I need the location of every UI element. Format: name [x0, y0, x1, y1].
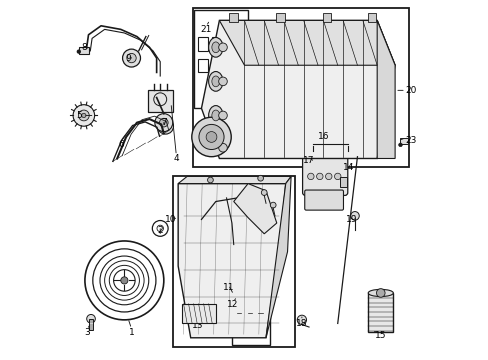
Text: 23: 23	[405, 136, 416, 145]
Circle shape	[81, 113, 86, 118]
Text: 7: 7	[161, 118, 166, 127]
Circle shape	[199, 125, 224, 149]
Ellipse shape	[211, 42, 219, 53]
Circle shape	[162, 123, 169, 130]
Circle shape	[159, 118, 168, 127]
Text: 6: 6	[118, 140, 123, 149]
Bar	[367, 13, 375, 22]
Polygon shape	[178, 176, 290, 184]
Circle shape	[155, 114, 172, 132]
Text: 1: 1	[128, 328, 134, 337]
Bar	[89, 319, 93, 329]
Circle shape	[206, 132, 217, 142]
Text: 11: 11	[222, 283, 234, 292]
Text: 8: 8	[81, 43, 86, 52]
Text: 2: 2	[157, 226, 163, 235]
Bar	[79, 47, 89, 54]
Ellipse shape	[208, 72, 223, 91]
Bar	[147, 90, 172, 112]
Polygon shape	[178, 184, 285, 338]
Circle shape	[126, 53, 136, 63]
Circle shape	[207, 177, 213, 183]
Bar	[322, 13, 330, 22]
Ellipse shape	[211, 110, 219, 121]
Circle shape	[78, 110, 89, 121]
FancyBboxPatch shape	[304, 190, 343, 210]
Circle shape	[376, 289, 384, 297]
Polygon shape	[233, 184, 276, 234]
Bar	[367, 293, 392, 332]
Text: 18: 18	[296, 319, 307, 328]
Circle shape	[218, 43, 227, 51]
Bar	[229, 13, 238, 22]
Bar	[212, 37, 222, 51]
Bar	[194, 10, 247, 108]
Circle shape	[86, 315, 95, 323]
Text: 13: 13	[192, 321, 203, 330]
Text: 19: 19	[346, 215, 357, 224]
Circle shape	[307, 173, 313, 180]
Polygon shape	[201, 21, 394, 158]
Bar	[276, 13, 284, 22]
Circle shape	[355, 151, 361, 157]
Circle shape	[398, 143, 402, 147]
Ellipse shape	[208, 37, 223, 57]
Text: 14: 14	[342, 163, 353, 172]
Bar	[192, 8, 408, 167]
Circle shape	[325, 173, 331, 180]
Circle shape	[261, 190, 266, 195]
Circle shape	[218, 77, 227, 86]
Text: 12: 12	[227, 300, 238, 309]
Circle shape	[122, 49, 140, 67]
Bar	[400, 138, 407, 144]
Text: 5: 5	[76, 111, 81, 120]
Circle shape	[218, 111, 227, 120]
Bar	[231, 295, 269, 345]
Text: 21: 21	[200, 25, 211, 34]
Polygon shape	[182, 304, 215, 323]
Circle shape	[350, 212, 359, 220]
Circle shape	[77, 49, 81, 54]
Ellipse shape	[211, 76, 219, 87]
Text: 20: 20	[405, 86, 416, 95]
Text: 16: 16	[317, 132, 328, 141]
Circle shape	[316, 173, 323, 180]
FancyBboxPatch shape	[302, 150, 347, 195]
Circle shape	[257, 175, 263, 181]
Bar	[172, 176, 294, 347]
Circle shape	[191, 117, 231, 157]
Text: 15: 15	[374, 332, 386, 341]
Circle shape	[121, 277, 128, 284]
Text: 4: 4	[173, 154, 179, 163]
Text: 10: 10	[165, 215, 176, 224]
Circle shape	[334, 173, 340, 180]
Polygon shape	[265, 176, 290, 338]
Circle shape	[218, 143, 227, 152]
Bar	[198, 37, 207, 51]
Text: 22: 22	[200, 122, 211, 131]
Text: 3: 3	[83, 328, 89, 337]
Ellipse shape	[367, 289, 392, 297]
Bar	[339, 177, 346, 187]
Circle shape	[270, 202, 276, 208]
Circle shape	[158, 118, 173, 134]
Text: 17: 17	[303, 156, 314, 165]
Bar	[212, 59, 222, 72]
Circle shape	[297, 315, 306, 324]
Polygon shape	[219, 21, 394, 65]
Ellipse shape	[208, 105, 223, 125]
Bar	[198, 59, 207, 72]
Polygon shape	[376, 21, 394, 158]
Text: 9: 9	[125, 54, 131, 63]
Circle shape	[73, 105, 94, 126]
